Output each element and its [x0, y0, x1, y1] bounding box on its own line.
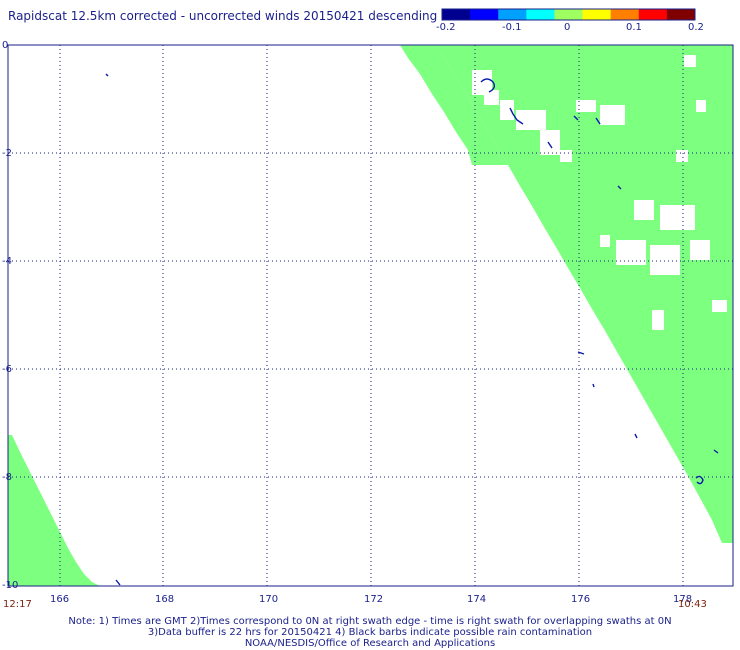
credit-line: NOAA/NESDIS/Office of Research and Appli…	[244, 638, 496, 649]
map-title: Rapidscat 12.5km corrected - uncorrected…	[8, 9, 438, 23]
x-tick-label: 174	[467, 594, 487, 605]
rain-barb	[695, 475, 704, 485]
y-tick-label: -4	[2, 256, 12, 267]
colorbar-segment	[442, 9, 471, 20]
swath-lower-left	[8, 435, 100, 586]
data-gap	[500, 100, 514, 120]
colorbar-tick-label: 0.1	[626, 22, 642, 33]
data-gap	[650, 245, 680, 275]
x-tick-label: 166	[50, 594, 70, 605]
data-gap	[696, 100, 706, 112]
colorbar-segment	[582, 9, 612, 20]
data-gap	[472, 70, 492, 95]
data-gap	[690, 240, 710, 260]
colorbar-tick-label: 0.2	[688, 22, 704, 33]
colorbar-segment	[470, 9, 499, 20]
swath-coverage	[8, 45, 733, 586]
swath-time-right: 10:43	[678, 599, 707, 610]
data-gap	[712, 300, 727, 312]
rain-barb	[617, 185, 622, 190]
rain-barb	[592, 383, 595, 388]
y-tick-label: -10	[2, 580, 19, 591]
rain-barb	[547, 141, 553, 149]
data-gap	[676, 150, 688, 162]
rain-barb	[115, 579, 121, 586]
rain-barb	[480, 78, 496, 93]
rain-barb	[577, 351, 585, 355]
data-gap	[634, 200, 654, 220]
colorbar-frame	[441, 8, 696, 21]
x-tick-label: 178	[673, 594, 693, 605]
colorbar-tick-label: -0.2	[436, 22, 456, 33]
data-gap	[516, 110, 546, 130]
x-tick-label: 172	[364, 594, 384, 605]
colorbar-segment	[666, 9, 696, 20]
swath-edge-steps	[400, 45, 508, 165]
y-tick-label: 0	[2, 40, 9, 51]
rain-barb	[713, 449, 719, 454]
data-gap	[684, 55, 696, 67]
data-gap	[540, 130, 560, 155]
colorbar-segment	[610, 9, 640, 20]
data-gap	[600, 105, 625, 125]
swath-main	[400, 45, 733, 543]
y-tick-label: -2	[2, 148, 12, 159]
y-tick-label: -6	[2, 364, 12, 375]
colorbar-tick-label: 0	[564, 22, 571, 33]
note-line: Note: 1) Times are GMT 2)Times correspon…	[68, 616, 672, 627]
colorbar	[441, 8, 696, 21]
colorbar-tick-label: -0.1	[502, 22, 522, 33]
colorbar-segment	[526, 9, 555, 20]
data-gap	[652, 310, 664, 330]
rain-barb	[634, 433, 638, 439]
y-tick-label: -8	[2, 472, 12, 483]
map-frame	[7, 44, 734, 587]
data-gap	[660, 205, 695, 230]
colorbar-segment	[554, 9, 584, 20]
rain-barb	[595, 117, 601, 125]
note-line: 3)Data buffer is 22 hrs for 20150421 4) …	[147, 627, 593, 638]
rain-contamination-barbs	[105, 73, 719, 586]
rain-barb	[105, 73, 109, 77]
data-gap	[484, 90, 499, 105]
data-gap	[560, 150, 572, 162]
swath-time-left: 12:17	[3, 599, 32, 610]
rain-barb	[509, 107, 524, 125]
data-gap	[600, 235, 610, 247]
rain-barb	[573, 115, 579, 121]
x-tick-label: 176	[571, 594, 591, 605]
data-gaps	[472, 55, 727, 330]
x-tick-label: 168	[155, 594, 175, 605]
colorbar-segment	[638, 9, 668, 20]
data-gap	[576, 100, 596, 112]
colorbar-segment	[498, 9, 527, 20]
x-tick-label: 170	[259, 594, 279, 605]
